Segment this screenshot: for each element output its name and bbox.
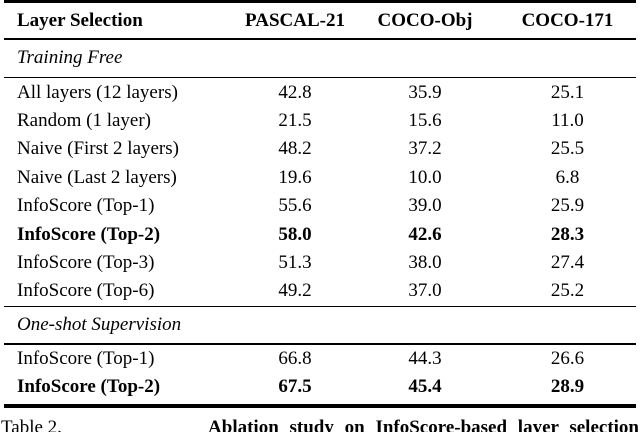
table-row: Random (1 layer) 21.5 15.6 11.0 [0,107,640,135]
cell-value: 55.6 [278,195,312,217]
cell-value: 38.0 [408,251,442,273]
cell-value: 44.3 [408,347,442,369]
section-title-rule [4,76,636,79]
caption-text: Ablation study on InfoScore-based layer … [208,416,639,432]
table-row: InfoScore (Top-3) 51.3 38.0 27.4 [0,249,640,277]
section-title-rule [4,343,636,345]
cell-value: 37.0 [408,280,442,302]
cell-value: 11.0 [551,109,584,131]
column-header-pascal-21: PASCAL-21 [245,9,345,31]
cell-value: 25.2 [550,280,585,302]
table-bottom-rule [4,404,636,408]
section-title: One-shot Supervision [17,314,182,336]
column-header-coco-171: COCO-171 [521,9,614,31]
row-label: Random (1 layer) [17,109,152,131]
section-title: Training Free [17,47,123,69]
cell-value: 25.1 [550,81,585,103]
row-label: All layers (12 layers) [17,81,178,103]
cell-value: 19.6 [278,166,312,188]
cell-value: 27.4 [550,251,585,273]
cell-value: 49.2 [278,280,312,302]
cell-value: 58.0 [278,223,312,245]
cell-value: 66.8 [278,347,312,369]
table-body: Training Free All layers (12 layers) 42.8 3… [0,40,640,402]
cell-value: 67.5 [278,376,312,398]
cell-value: 39.0 [408,195,442,217]
cell-value: 45.4 [408,376,442,398]
cell-value: 37.2 [408,138,442,160]
table-caption: Table 2. Ablation study on InfoScore-bas… [0,415,640,432]
caption-label: Table 2. [1,416,62,432]
row-label: InfoScore (Top-3) [17,251,155,273]
row-label: Naive (Last 2 layers) [17,166,177,188]
row-label: InfoScore (Top-6) [17,280,155,302]
cell-value: 25.9 [550,195,585,217]
cell-value: 15.6 [408,109,442,131]
table-row: All layers (12 layers) 42.8 35.9 25.1 [0,78,640,106]
table-row: Naive (First 2 layers) 48.2 37.2 25.5 [0,135,640,163]
section-title-row: Training Free [0,40,640,77]
column-header-coco-obj: COCO-Obj [377,9,473,31]
row-label: InfoScore (Top-1) [17,347,155,369]
row-label: InfoScore (Top-2) [17,376,161,398]
cell-value: 51.3 [278,251,312,273]
row-label: InfoScore (Top-1) [17,195,155,217]
table-header-row: Layer Selection PASCAL-21 COCO-Obj COCO-… [0,3,640,38]
cell-value: 42.8 [278,81,312,103]
cell-value: 26.6 [550,347,585,369]
cell-value: 28.3 [550,223,585,245]
column-header-layer-selection: Layer Selection [17,9,143,31]
table-row: InfoScore (Top-1) 66.8 44.3 26.6 [0,345,640,373]
row-label: InfoScore (Top-2) [17,223,161,245]
header-divider-rule [4,38,636,40]
table-row: Naive (Last 2 layers) 19.6 10.0 6.8 [0,164,640,192]
cell-value: 25.5 [550,138,585,160]
cell-value: 10.0 [408,166,442,188]
row-label: Naive (First 2 layers) [17,138,179,160]
cell-value: 21.5 [278,109,312,131]
table-row: InfoScore (Top-2) 67.5 45.4 28.9 [0,373,640,401]
section-divider-rule [4,305,636,308]
table-row: InfoScore (Top-6) 49.2 37.0 25.2 [0,277,640,305]
cell-value: 28.9 [550,376,585,398]
table-row: InfoScore (Top-2) 58.0 42.6 28.3 [0,220,640,248]
section-title-row: One-shot Supervision [0,307,640,343]
table-top-rule [4,0,636,4]
cell-value: 48.2 [278,138,312,160]
cell-value: 6.8 [555,166,580,188]
cell-value: 42.6 [408,223,442,245]
table-row: InfoScore (Top-1) 55.6 39.0 25.9 [0,192,640,220]
cell-value: 35.9 [408,81,442,103]
